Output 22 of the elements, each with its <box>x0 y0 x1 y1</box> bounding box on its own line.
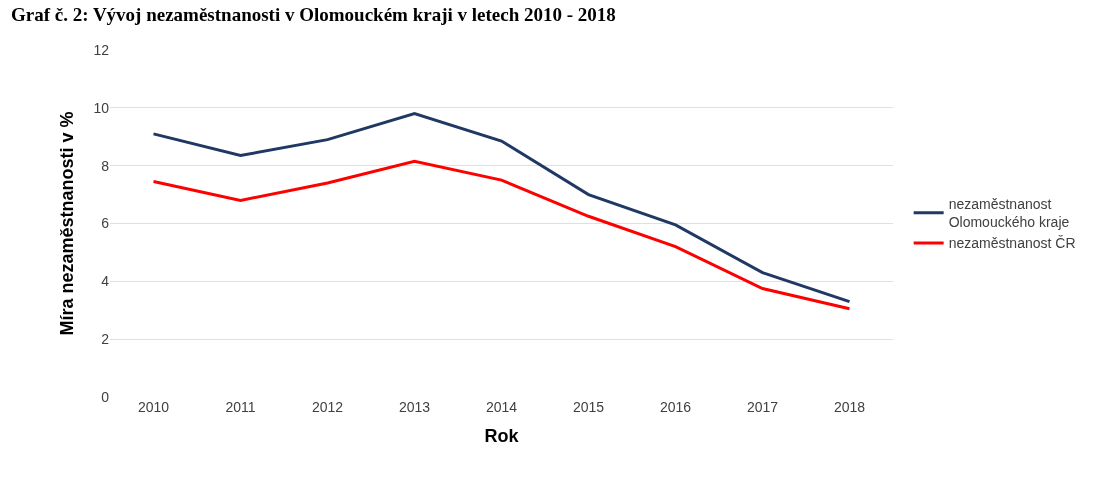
x-tick-label: 2013 <box>398 399 431 415</box>
x-tick-label: 2017 <box>746 399 779 415</box>
x-tick-label: 2015 <box>572 399 605 415</box>
x-tick-label: 2014 <box>485 399 518 415</box>
y-tick-label: 10 <box>93 99 110 116</box>
x-axis-title: Rok <box>484 426 520 447</box>
x-tick-label: 2012 <box>311 399 344 415</box>
y-axis-title: Míra nezaměstnanosti v % <box>56 111 77 336</box>
legend-label: nezaměstnanost ČR <box>948 235 1076 252</box>
chart-title: Graf č. 2: Vývoj nezaměstnanosti v Olomouckém kraji v letech 2010 - 2018 <box>10 3 616 25</box>
y-tick-label: 6 <box>101 215 110 232</box>
x-tick-label: 2016 <box>659 399 692 415</box>
x-tick-label: 2010 <box>137 399 170 415</box>
y-tick-label: 0 <box>101 388 110 405</box>
x-tick-label: 2018 <box>833 399 866 415</box>
y-tick-label: 4 <box>101 273 110 290</box>
y-tick-label: 8 <box>101 157 110 174</box>
y-tick-label: 2 <box>101 331 110 348</box>
line-series <box>152 112 851 304</box>
x-tick-label: 2011 <box>225 399 256 415</box>
y-tick-label: 12 <box>93 41 110 58</box>
line-series <box>152 159 851 311</box>
